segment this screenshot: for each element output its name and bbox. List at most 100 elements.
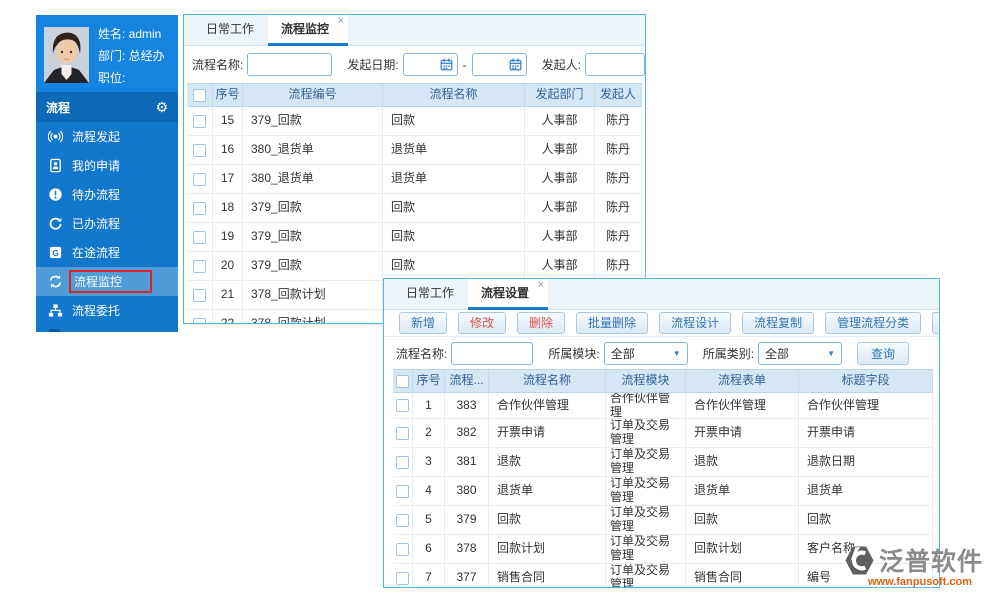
row-checkbox[interactable] [396,513,409,527]
table-cell: 客户名称 [799,535,933,563]
sidebar-item-label: 我的申请 [72,159,121,173]
row-checkbox[interactable] [396,455,409,469]
table-cell: 回款 [489,506,606,534]
module-select[interactable]: 全部 ▼ [603,341,688,365]
row-checkbox[interactable] [193,172,206,186]
brand-name: 泛普软件 [879,548,984,576]
row-checkbox-cell [393,535,413,563]
toolbar-button[interactable]: 修改 [458,312,507,334]
table-cell: 379_回款 [243,252,383,280]
sitemap-icon [48,303,63,318]
table-cell: 回款计划 [686,535,799,563]
sidebar-item[interactable]: 流程监控 [36,267,178,296]
tab-label: 流程设置 [481,286,530,300]
table-row[interactable]: 15 379_回款 回款 人事部 陈丹 [187,107,642,136]
column-header: 流程表单 [686,370,799,392]
sidebar-item[interactable]: 流程发起 [36,122,178,151]
toolbar-button[interactable]: 流程超时提示 [932,312,939,334]
table-row[interactable]: 7 377 销售合同 订单及交易管理 销售合同 编号 [393,564,933,587]
sidebar-item-label: 流程委托 [72,304,121,318]
row-checkbox[interactable] [396,571,409,585]
close-icon[interactable]: × [537,279,545,291]
search-button[interactable]: 查询 [857,341,910,365]
row-checkbox[interactable] [193,317,206,323]
calendar-icon[interactable] [440,58,453,71]
row-checkbox-cell [187,281,213,309]
row-checkbox[interactable] [396,426,409,440]
tab-active[interactable]: 流程监控 × [268,15,349,46]
row-checkbox[interactable] [193,288,206,302]
toolbar-button[interactable]: 流程设计 [659,312,732,334]
table-row[interactable]: 3 381 退款 订单及交易管理 退款 退款日期 [393,448,933,477]
table-row[interactable]: 1 383 合作伙伴管理 合作伙伴管理 合作伙伴管理 合作伙伴管理 [393,393,933,419]
row-checkbox[interactable] [396,484,409,498]
toolbar-button[interactable]: 批量删除 [576,312,649,334]
table-cell: 379_回款 [243,194,383,222]
row-checkbox[interactable] [193,201,206,215]
refresh-icon [48,216,63,231]
tab-inactive[interactable]: 日常工作 [192,15,268,46]
module-select-value: 全部 [610,346,635,361]
table-row[interactable]: 20 379_回款 回款 人事部 陈丹 [187,252,642,281]
table-cell: 380_退货单 [243,136,383,164]
fanpu-logo-icon [845,545,874,575]
brand-watermark: 泛普软件 www.fanpusoft.com [843,542,997,588]
table-row[interactable]: 6 378 回款计划 订单及交易管理 回款计划 客户名称 [393,535,933,564]
row-checkbox-cell [187,310,213,323]
table-cell: 订单及交易管理 [606,564,686,587]
table-row[interactable]: 5 379 回款 订单及交易管理 回款 回款 [393,506,933,535]
sidebar-section-header: 流程 ⚙ [36,92,178,122]
tab-inactive[interactable]: 日常工作 [392,279,468,310]
row-checkbox[interactable] [193,114,206,128]
process-name-input[interactable] [451,341,534,365]
tab-active[interactable]: 流程设置 × [468,279,549,310]
table-cell: 陈丹 [595,194,642,222]
column-header: 流程模块 [606,370,686,392]
date-to-input[interactable] [471,53,527,76]
select-all-checkbox[interactable] [396,374,409,388]
table-cell: 回款计划 [489,535,606,563]
row-checkbox[interactable] [193,143,206,157]
toolbar-button[interactable]: 管理流程分类 [825,312,922,334]
column-header: 发起部门 [525,84,595,106]
gear-icon[interactable]: ⚙ [155,98,168,115]
profile-name: 姓名: admin [98,27,162,41]
sidebar-item[interactable]: 流程委托 [36,296,178,325]
table-cell: 销售合同 [489,564,606,587]
category-select[interactable]: 全部 ▼ [758,341,843,365]
table-row[interactable]: 18 379_回款 回款 人事部 陈丹 [187,194,642,223]
toolbar-button[interactable]: 流程复制 [742,312,815,334]
sidebar-item[interactable]: G 在途流程 [36,238,178,267]
sidebar-menu: 流程发起我的申请待办流程 已办流程 G 在途流程 流程监控流程委托 [36,122,178,325]
sidebar-item[interactable]: 我的申请 [36,151,178,180]
date-from-input[interactable] [402,53,458,76]
table-row[interactable]: 16 380_退货单 退货单 人事部 陈丹 [187,136,642,165]
category-label: 所属类别: [702,346,755,361]
close-icon[interactable]: × [337,15,345,27]
initiator-input[interactable] [585,53,645,76]
module-label: 所属模块: [548,346,600,361]
sidebar-item[interactable]: 待办流程 [36,180,178,209]
table-cell: 人事部 [525,136,595,164]
table-row[interactable]: 4 380 退货单 订单及交易管理 退货单 退货单 [393,477,933,506]
table-cell: 回款 [383,194,525,222]
row-checkbox[interactable] [396,542,409,556]
table-cell: 16 [213,136,243,164]
calendar-icon[interactable] [509,58,522,71]
row-checkbox[interactable] [193,230,206,244]
table-row[interactable]: 2 382 开票申请 订单及交易管理 开票申请 开票申请 [393,419,933,448]
start-date-label: 发起日期: [347,58,399,72]
table-row[interactable]: 19 379_回款 回款 人事部 陈丹 [187,223,642,252]
row-checkbox[interactable] [193,259,206,273]
toolbar-button[interactable]: 删除 [517,312,566,334]
exclamation-icon [48,187,63,202]
select-all-checkbox[interactable] [193,88,206,102]
table-row[interactable]: 17 380_退货单 退货单 人事部 陈丹 [187,165,642,194]
process-name-input[interactable] [247,53,333,76]
sidebar-item[interactable]: 已办流程 [36,209,178,238]
table-cell: 回款 [383,107,525,135]
row-checkbox[interactable] [396,399,409,412]
toolbar-button[interactable]: 新增 [399,312,448,334]
table-cell: 订单及交易管理 [606,448,686,476]
